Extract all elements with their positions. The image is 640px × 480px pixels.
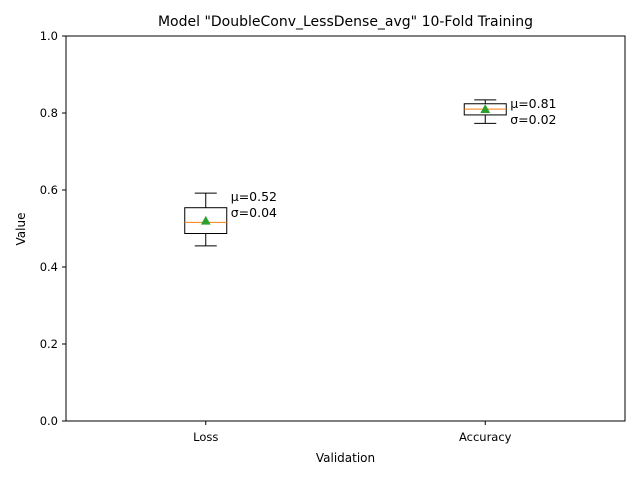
y-tick-label: 1.0 [40, 29, 58, 43]
x-axis-label: Validation [316, 451, 375, 465]
box-accuracy: μ=0.81σ=0.02 [463, 96, 557, 127]
std-annotation: σ=0.04 [231, 205, 277, 220]
mean-annotation: μ=0.52 [231, 189, 277, 204]
x-axis: Loss Accuracy [193, 421, 512, 444]
y-tick-label: 0.6 [40, 183, 58, 197]
x-tick-label: Accuracy [459, 430, 512, 444]
plot-area: μ=0.52σ=0.04 μ=0.81σ=0.02 [184, 96, 557, 247]
y-axis-label: Value [14, 213, 28, 246]
std-annotation: σ=0.02 [510, 112, 556, 127]
chart-title: Model "DoubleConv_LessDense_avg" 10-Fold… [158, 14, 533, 30]
y-tick-label: 0.8 [40, 106, 58, 120]
y-tick-label: 0.4 [40, 260, 58, 274]
y-tick-label: 0.2 [40, 337, 58, 351]
mean-annotation: μ=0.81 [510, 96, 556, 111]
axes-frame [65, 35, 626, 422]
iqr-box [184, 207, 228, 235]
mean-marker [480, 104, 491, 113]
mean-marker [200, 215, 211, 225]
x-tick-label: Loss [193, 430, 218, 444]
box-loss: μ=0.52σ=0.04 [184, 189, 277, 247]
y-tick-label: 0.0 [40, 414, 58, 428]
y-axis: 0.0 0.2 0.4 0.6 0.8 1.0 [40, 29, 66, 428]
